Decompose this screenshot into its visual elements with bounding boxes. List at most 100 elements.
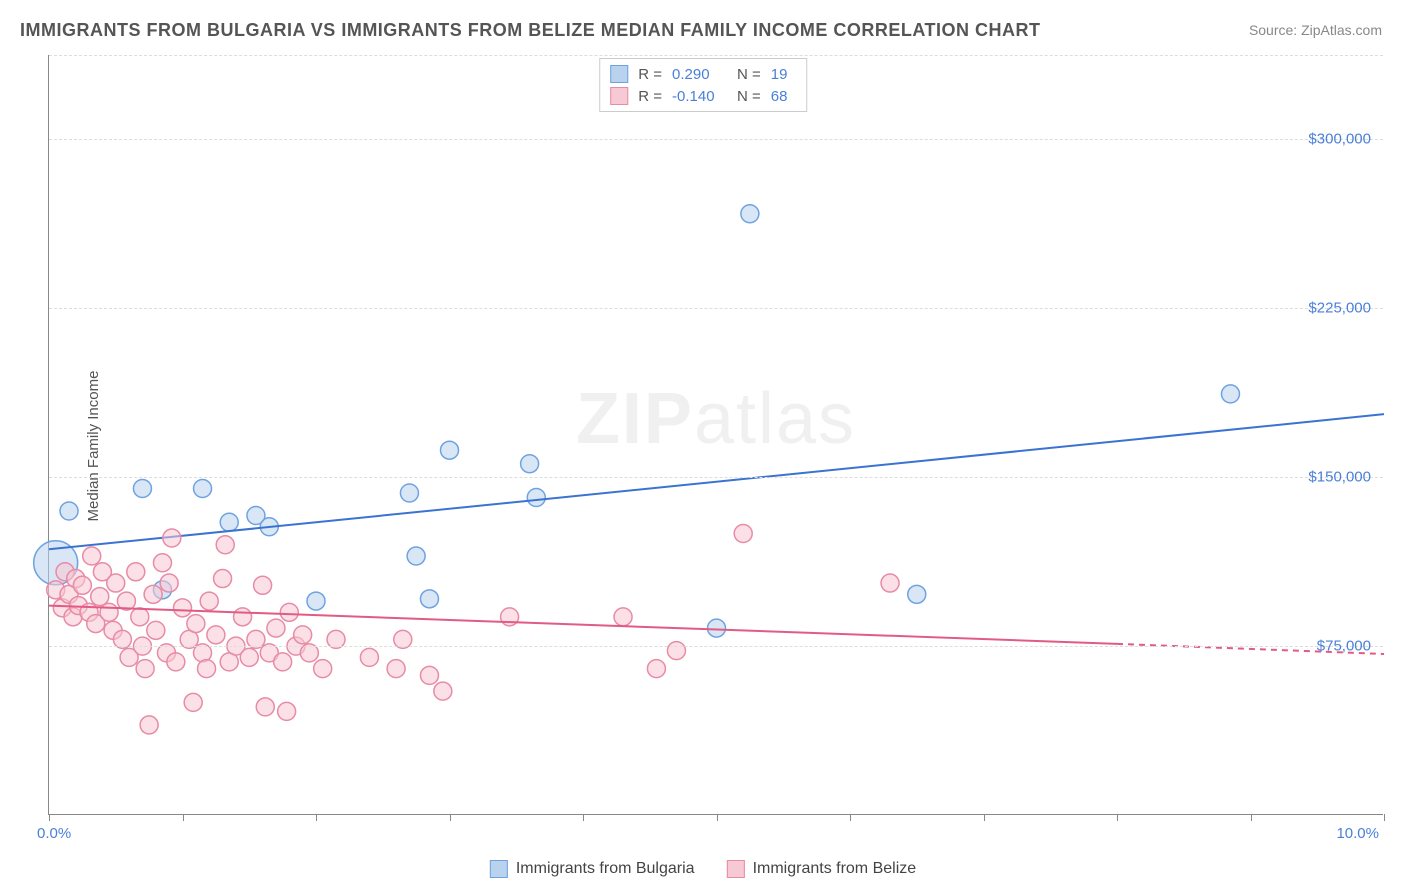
data-point — [741, 205, 759, 223]
legend-swatch — [490, 860, 508, 878]
x-tick — [717, 814, 718, 821]
data-point — [184, 693, 202, 711]
data-point — [420, 590, 438, 608]
legend-swatch — [610, 87, 628, 105]
gridline — [49, 308, 1383, 309]
data-point — [133, 479, 151, 497]
chart-title: IMMIGRANTS FROM BULGARIA VS IMMIGRANTS F… — [20, 20, 1040, 41]
data-point — [234, 608, 252, 626]
gridline — [49, 477, 1383, 478]
data-point — [194, 479, 212, 497]
data-point — [198, 660, 216, 678]
data-point — [216, 536, 234, 554]
data-point — [207, 626, 225, 644]
x-tick — [49, 814, 50, 821]
data-point — [307, 592, 325, 610]
data-point — [200, 592, 218, 610]
legend-correlation-row: R = -0.140 N = 68 — [610, 85, 796, 107]
y-tick-label: $300,000 — [1308, 131, 1371, 148]
y-tick-label: $150,000 — [1308, 469, 1371, 486]
x-tick — [183, 814, 184, 821]
data-point — [73, 576, 91, 594]
legend-r-label: R = — [638, 88, 662, 105]
data-point — [527, 488, 545, 506]
data-point — [187, 615, 205, 633]
legend-swatch — [727, 860, 745, 878]
legend-series-label: Immigrants from Bulgaria — [516, 860, 695, 878]
data-point — [274, 653, 292, 671]
chart-container: IMMIGRANTS FROM BULGARIA VS IMMIGRANTS F… — [0, 0, 1406, 892]
legend-r-label: R = — [638, 66, 662, 83]
data-point — [163, 529, 181, 547]
x-tick — [1384, 814, 1385, 821]
data-point — [647, 660, 665, 678]
x-tick — [1117, 814, 1118, 821]
gridline — [49, 139, 1383, 140]
data-point — [136, 660, 154, 678]
x-tick — [450, 814, 451, 821]
legend-series: Immigrants from Bulgaria Immigrants from … — [490, 860, 916, 878]
data-point — [667, 642, 685, 660]
data-point — [127, 563, 145, 581]
data-point — [420, 666, 438, 684]
data-point — [153, 554, 171, 572]
data-point — [131, 608, 149, 626]
data-point — [360, 648, 378, 666]
x-tick — [583, 814, 584, 821]
data-point — [174, 599, 192, 617]
data-point — [434, 682, 452, 700]
y-tick-label: $225,000 — [1308, 300, 1371, 317]
x-tick — [316, 814, 317, 821]
data-point — [147, 621, 165, 639]
data-point — [214, 570, 232, 588]
legend-series-label: Immigrants from Belize — [753, 860, 917, 878]
trend-line — [49, 414, 1384, 549]
x-tick — [850, 814, 851, 821]
data-point — [140, 716, 158, 734]
legend-r-value: 0.290 — [672, 66, 727, 83]
gridline — [49, 646, 1383, 647]
data-point — [83, 547, 101, 565]
legend-n-label: N = — [737, 88, 761, 105]
legend-series-item: Immigrants from Belize — [727, 860, 917, 878]
x-tick — [1251, 814, 1252, 821]
data-point — [60, 502, 78, 520]
data-point — [521, 455, 539, 473]
legend-n-label: N = — [737, 66, 761, 83]
data-point — [734, 525, 752, 543]
x-axis-max-label: 10.0% — [1336, 825, 1379, 842]
data-point — [100, 603, 118, 621]
data-point — [387, 660, 405, 678]
gridline — [49, 55, 1383, 56]
x-axis-min-label: 0.0% — [37, 825, 71, 842]
data-point — [614, 608, 632, 626]
data-point — [267, 619, 285, 637]
data-point — [220, 513, 238, 531]
data-point — [708, 619, 726, 637]
legend-n-value: 19 — [771, 66, 796, 83]
legend-n-value: 68 — [771, 88, 796, 105]
data-point — [1221, 385, 1239, 403]
data-point — [441, 441, 459, 459]
data-point — [400, 484, 418, 502]
legend-r-value: -0.140 — [672, 88, 727, 105]
data-point — [107, 574, 125, 592]
data-point — [314, 660, 332, 678]
chart-svg — [49, 55, 1383, 814]
data-point — [144, 585, 162, 603]
data-point — [256, 698, 274, 716]
data-point — [407, 547, 425, 565]
data-point — [294, 626, 312, 644]
data-point — [91, 588, 109, 606]
data-point — [280, 603, 298, 621]
legend-series-item: Immigrants from Bulgaria — [490, 860, 695, 878]
data-point — [160, 574, 178, 592]
chart-plot-area: ZIPatlas 0.0% 10.0% $75,000$150,000$225,… — [48, 55, 1383, 815]
chart-source: Source: ZipAtlas.com — [1249, 22, 1382, 38]
y-tick-label: $75,000 — [1317, 638, 1371, 655]
data-point — [240, 648, 258, 666]
data-point — [254, 576, 272, 594]
x-tick — [984, 814, 985, 821]
legend-correlation-row: R = 0.290 N = 19 — [610, 63, 796, 85]
legend-correlation-box: R = 0.290 N = 19 R = -0.140 N = 68 — [599, 58, 807, 112]
